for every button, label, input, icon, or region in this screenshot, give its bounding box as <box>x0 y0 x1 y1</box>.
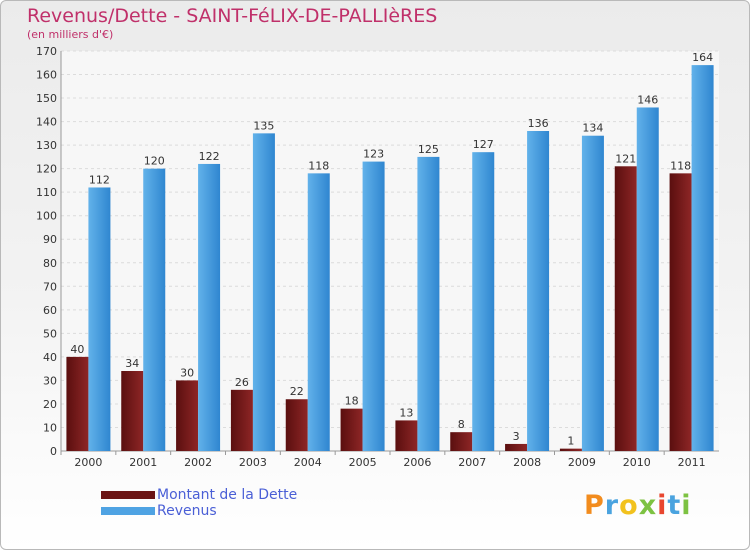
y-tick-label: 100 <box>36 210 57 223</box>
y-tick-label: 120 <box>36 163 57 176</box>
bar-chart: 0102030405060708090100110120130140150160… <box>36 45 719 469</box>
data-label-revenus-2004: 118 <box>308 159 329 172</box>
data-label-debt-2010: 121 <box>615 152 636 165</box>
bar-debt-2007 <box>450 432 473 451</box>
bar-debt-2006 <box>395 420 418 451</box>
chart-legend: Montant de la Dette Revenus <box>101 487 297 519</box>
data-label-debt-2005: 18 <box>345 395 359 408</box>
y-tick-label: 150 <box>36 92 57 105</box>
x-tick-label: 2009 <box>568 456 596 469</box>
legend-item-debt: Montant de la Dette <box>101 487 297 503</box>
data-label-debt-2000: 40 <box>70 343 84 356</box>
data-label-debt-2004: 22 <box>290 385 304 398</box>
data-label-debt-2011: 118 <box>670 159 691 172</box>
bar-debt-2000 <box>66 356 89 451</box>
data-label-revenus-2000: 112 <box>89 173 110 186</box>
data-label-debt-2002: 30 <box>180 366 194 379</box>
data-label-debt-2006: 13 <box>399 406 413 419</box>
y-tick-label: 50 <box>43 327 57 340</box>
data-label-debt-2001: 34 <box>125 357 139 370</box>
y-tick-label: 160 <box>36 69 57 82</box>
data-label-revenus-2009: 134 <box>582 122 603 135</box>
data-label-revenus-2011: 164 <box>692 51 713 64</box>
bar-debt-2009 <box>559 448 582 451</box>
x-tick-label: 2000 <box>74 456 102 469</box>
bar-revenus-2009 <box>581 135 604 452</box>
bar-revenus-2003 <box>252 133 275 451</box>
logo-letter: o <box>619 490 639 521</box>
bar-debt-2002 <box>176 380 199 451</box>
y-tick-label: 70 <box>43 280 57 293</box>
logo-letter: r <box>604 490 620 521</box>
data-label-revenus-2005: 123 <box>363 148 384 161</box>
y-tick-label: 0 <box>50 445 57 458</box>
proxiti-logo: Proxiti <box>584 490 692 521</box>
data-label-revenus-2006: 125 <box>418 143 439 156</box>
data-label-debt-2003: 26 <box>235 376 249 389</box>
bar-revenus-2005 <box>362 161 385 451</box>
bar-revenus-2010 <box>636 107 659 452</box>
data-label-debt-2009: 1 <box>567 435 574 448</box>
bar-revenus-2011 <box>691 65 714 451</box>
bar-revenus-2002 <box>198 163 221 452</box>
y-tick-label: 130 <box>36 139 57 152</box>
data-label-debt-2008: 3 <box>513 430 520 443</box>
logo-letter: i <box>657 490 668 521</box>
logo-letter: P <box>584 490 605 521</box>
bar-revenus-2000 <box>88 187 111 451</box>
y-tick-label: 30 <box>43 374 57 387</box>
bar-revenus-2006 <box>417 156 440 451</box>
x-tick-label: 2010 <box>623 456 651 469</box>
x-tick-label: 2005 <box>349 456 377 469</box>
legend-label-debt: Montant de la Dette <box>157 487 298 503</box>
y-tick-label: 60 <box>43 304 57 317</box>
bar-revenus-2007 <box>472 152 495 452</box>
data-label-revenus-2008: 136 <box>528 117 549 130</box>
chart-title: Revenus/Dette - SAINT-FéLIX-DE-PALLIèRES <box>27 5 438 27</box>
x-tick-label: 2011 <box>678 456 706 469</box>
bar-debt-2004 <box>285 399 308 451</box>
legend-swatch-revenus <box>101 507 155 515</box>
data-label-revenus-2007: 127 <box>473 138 494 151</box>
y-tick-label: 40 <box>43 351 57 364</box>
logo-letter: t <box>667 490 682 521</box>
x-tick-label: 2008 <box>513 456 541 469</box>
y-tick-label: 170 <box>36 45 57 58</box>
x-tick-label: 2001 <box>129 456 157 469</box>
x-tick-label: 2006 <box>403 456 431 469</box>
bar-debt-2005 <box>340 408 363 451</box>
x-tick-label: 2002 <box>184 456 212 469</box>
y-tick-label: 90 <box>43 233 57 246</box>
logo-letter: x <box>638 490 658 521</box>
x-tick-label: 2004 <box>294 456 322 469</box>
x-tick-label: 2007 <box>458 456 486 469</box>
logo-letter: i <box>681 490 692 521</box>
bar-debt-2003 <box>230 389 253 451</box>
bar-revenus-2001 <box>143 168 166 451</box>
data-label-revenus-2001: 120 <box>144 155 165 168</box>
legend-item-revenus: Revenus <box>101 503 297 519</box>
y-tick-label: 140 <box>36 116 57 129</box>
data-label-revenus-2010: 146 <box>637 93 658 106</box>
plot-area <box>61 51 719 451</box>
y-tick-label: 110 <box>36 186 57 199</box>
bar-debt-2001 <box>121 371 144 451</box>
chart-subtitle: (en milliers d'€) <box>27 28 114 41</box>
bar-debt-2010 <box>614 166 637 451</box>
y-tick-label: 20 <box>43 398 57 411</box>
legend-label-revenus: Revenus <box>157 503 217 519</box>
data-label-revenus-2002: 122 <box>199 150 220 163</box>
data-label-revenus-2003: 135 <box>253 119 274 132</box>
legend-swatch-debt <box>101 491 155 499</box>
bar-debt-2011 <box>669 173 692 451</box>
data-label-debt-2007: 8 <box>458 418 465 431</box>
bar-revenus-2004 <box>307 173 330 451</box>
bar-debt-2008 <box>505 443 528 451</box>
y-tick-label: 10 <box>43 421 57 434</box>
x-tick-label: 2003 <box>239 456 267 469</box>
y-tick-label: 80 <box>43 257 57 270</box>
bar-revenus-2008 <box>527 131 550 451</box>
